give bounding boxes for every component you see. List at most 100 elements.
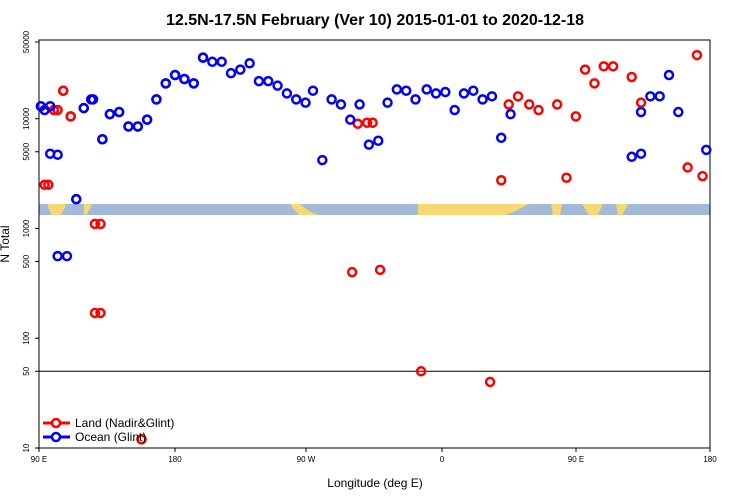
data-point [682,162,693,173]
series-land [39,49,708,445]
data-point [87,94,99,105]
data-point [430,88,442,99]
series-ocean [35,52,712,262]
chart-title: 12.5N-17.5N February (Ver 10) 2015-01-01… [166,12,584,29]
data-point [95,218,106,230]
x-tick-label: 180 [168,455,182,464]
data-point [484,376,496,388]
data-point [654,91,665,102]
data-point [495,132,507,144]
data-point [132,121,144,132]
data-point [253,75,265,87]
data-point [281,88,293,99]
data-point [197,52,209,63]
data-point [495,175,507,186]
data-point [449,104,460,116]
data-point [272,80,283,91]
data-point [57,85,69,96]
legend-land-marker [50,417,62,429]
data-point [523,99,535,110]
y-tick-label: 10 [22,443,31,452]
data-point [307,85,319,96]
data-point [290,94,302,105]
data-point [263,75,274,87]
data-point [65,111,76,122]
legend-land-label: Land (Nadir&Glint) [75,416,174,430]
x-axis: 90 E 180 90 W 0 90 E 180 [31,448,717,464]
data-points [35,49,712,445]
data-point [645,91,656,102]
data-point [598,61,610,72]
data-point [43,179,54,191]
data-point [52,250,63,262]
land-band-segment [616,204,628,215]
x-tick-label: 0 [440,455,445,464]
data-point [44,100,56,112]
data-point [113,106,125,118]
y-axis-label: N Total [0,225,12,262]
land-band-segment [84,204,92,215]
data-point [346,266,358,278]
data-point [570,111,582,122]
data-point [78,102,89,114]
data-point [326,94,337,105]
data-point [244,58,255,69]
x-tick-label: 90 E [31,455,47,464]
y-tick-label: 50 [22,366,31,375]
data-point [533,104,544,116]
x-tick-label: 180 [703,455,717,464]
data-point [374,264,386,276]
data-point [160,78,171,89]
data-point [179,73,190,85]
data-point [505,108,516,120]
land-band-segment [582,204,603,215]
data-point [300,97,311,108]
legend: Land (Nadir&Glint) Ocean (Glint) [43,416,174,444]
data-point [400,85,412,96]
land-band-segment [418,204,528,215]
data-point [607,61,619,72]
y-tick-label: 10000 [22,107,31,130]
data-point [512,91,524,102]
data-point [363,139,375,150]
data-point [440,86,451,98]
data-point [551,99,563,110]
data-point [410,94,421,105]
data-point [136,434,147,445]
data-point [561,172,572,183]
data-point [52,149,63,160]
data-point [391,84,403,95]
data-point [225,67,237,79]
land-band-segment [48,204,66,215]
data-point [701,144,712,156]
plot-frame [38,39,711,449]
data-point [354,99,365,110]
data-point [635,148,647,159]
data-point [477,94,488,105]
ocean-band [39,204,710,215]
data-point [97,134,108,145]
data-point [367,117,378,128]
legend-ocean-label: Ocean (Glint) [75,430,146,444]
x-tick-label: 90 W [297,455,316,464]
data-point [635,97,647,108]
data-point [458,88,470,99]
data-point [626,71,637,83]
data-point [71,193,82,205]
legend-ocean-marker [50,431,62,443]
data-point [61,250,73,262]
data-point [673,106,684,118]
data-point [663,69,675,81]
y-tick-label: 100 [22,331,31,345]
y-axis: 10 50 100 500 1000 5000 10000 50000 [22,30,39,452]
data-point [89,218,101,230]
data-point [635,106,647,118]
data-point [691,49,703,61]
data-point [486,91,498,102]
data-point [317,154,328,166]
land-ocean-band [39,204,710,215]
data-point [335,99,347,110]
data-point [697,170,708,182]
